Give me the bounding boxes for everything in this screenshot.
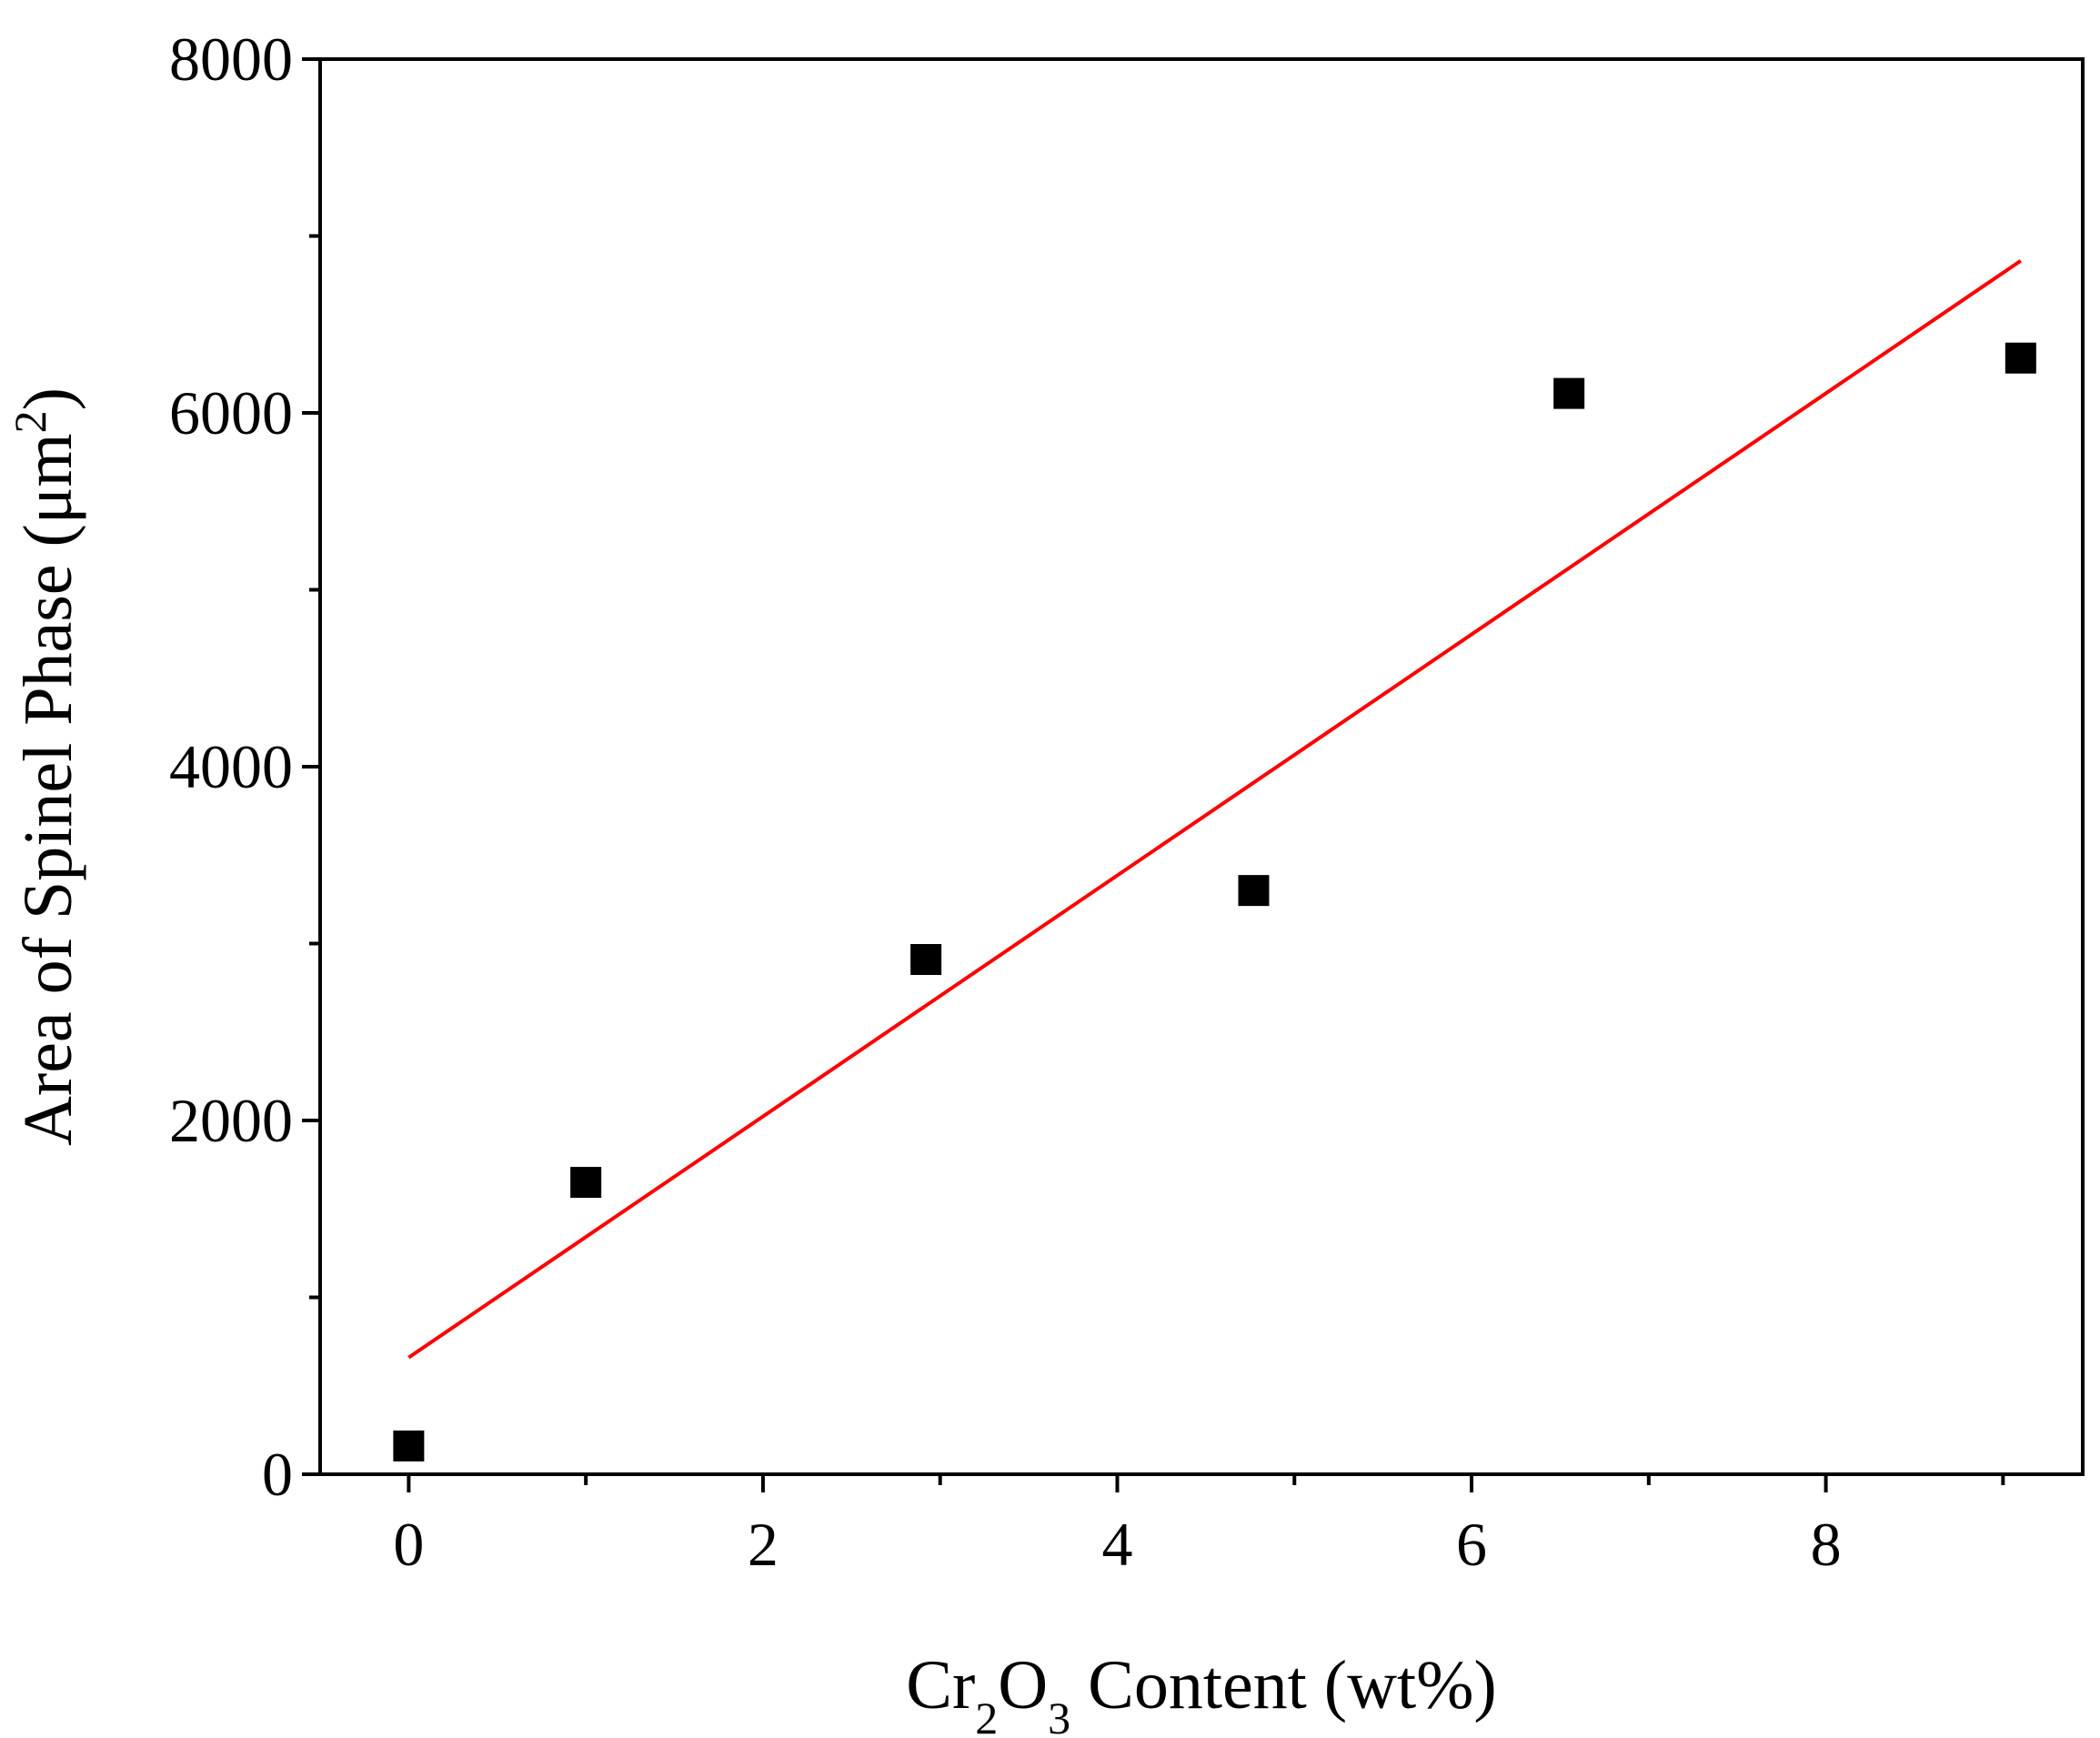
y-tick-label: 6000 <box>169 378 293 447</box>
data-point <box>1238 875 1270 907</box>
y-axis-title-part: ) <box>10 387 86 410</box>
fit-line-layer <box>407 259 2022 1360</box>
data-point <box>570 1167 602 1199</box>
data-point <box>1553 377 1585 409</box>
x-tick-label: 6 <box>1456 1510 1487 1579</box>
plot-frame <box>318 57 2085 1476</box>
data-point <box>910 944 942 976</box>
data-points-layer <box>393 342 2036 1462</box>
y-tick-label: 2000 <box>169 1086 293 1155</box>
data-point <box>393 1430 425 1462</box>
y-axis-title-part: 2 <box>5 410 55 433</box>
x-tick-label: 2 <box>748 1510 779 1579</box>
x-tick-label: 0 <box>393 1510 424 1579</box>
x-tick-label: 8 <box>1811 1510 1842 1579</box>
y-axis-title-part: Area of Spinel Phase (μm <box>10 433 86 1146</box>
x-tick-label: 4 <box>1101 1510 1132 1579</box>
x-axis-title: Cr2O3 Content (wt%) <box>906 1647 1496 1738</box>
x-axis-title-part: 2 <box>975 1693 998 1738</box>
x-axis-title-part: Cr <box>906 1647 975 1723</box>
y-tick-label: 0 <box>262 1440 293 1509</box>
y-tick-label: 4000 <box>169 732 293 801</box>
y-tick-labels: 0 2000 4000 6000 8000 <box>169 25 293 1509</box>
linear-fit-line <box>407 259 2022 1360</box>
x-axis-title-part: 3 <box>1048 1693 1070 1738</box>
x-tick-labels: 0 2 4 6 8 <box>393 1510 1841 1579</box>
y-axis-title: Area of Spinel Phase (μm2) <box>5 387 86 1146</box>
axis-ticks <box>302 57 2005 1492</box>
x-axis-title-part: O <box>998 1647 1048 1723</box>
data-point <box>2005 342 2036 374</box>
y-tick-label: 8000 <box>169 25 293 94</box>
x-axis-title-part: Content (wt%) <box>1070 1647 1497 1723</box>
